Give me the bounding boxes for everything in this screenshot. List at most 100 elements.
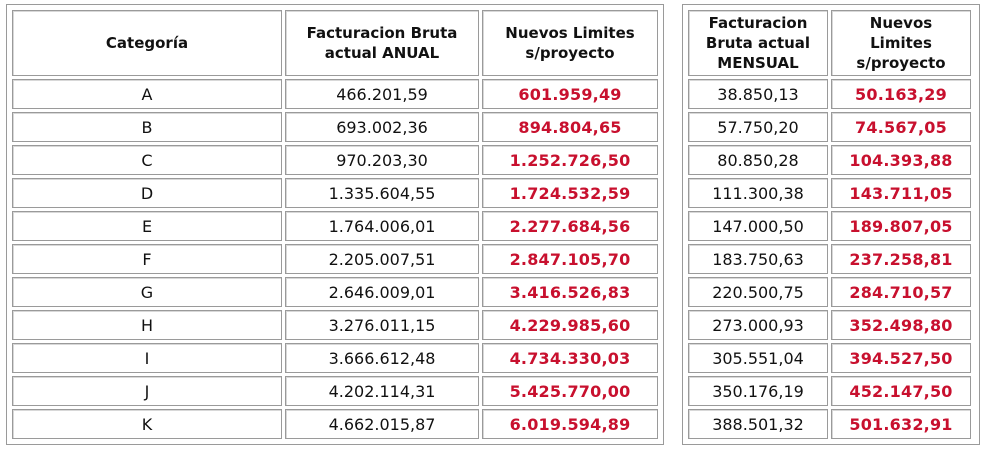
bruta-mensual-cell: 147.000,50 (688, 211, 828, 241)
limite-mensual-cell: 104.393,88 (831, 145, 971, 175)
bruta-mensual-cell: 183.750,63 (688, 244, 828, 274)
table-row: J 4.202.114,31 5.425.770,00 (12, 376, 658, 406)
bruta-mensual-cell: 80.850,28 (688, 145, 828, 175)
anual-grid: Categoría Facturacion Bruta actual ANUAL… (9, 7, 661, 442)
header-bruta-mensual-line2: Bruta actual (705, 34, 811, 52)
bruta-anual-cell: 970.203,30 (285, 145, 479, 175)
limite-mensual-cell: 50.163,29 (831, 79, 971, 109)
bruta-anual-cell: 4.202.114,31 (285, 376, 479, 406)
table-row: 305.551,04 394.527,50 (688, 343, 971, 373)
limite-anual-cell: 4.734.330,03 (482, 343, 658, 373)
bruta-mensual-cell: 38.850,13 (688, 79, 828, 109)
category-cell: G (12, 277, 282, 307)
limite-mensual-cell: 189.807,05 (831, 211, 971, 241)
header-limites-anual: Nuevos Limites s/proyecto (482, 10, 658, 76)
header-limites-mensual-line2: Limites (870, 34, 932, 52)
anual-header-row: Categoría Facturacion Bruta actual ANUAL… (12, 10, 658, 76)
mensual-table: Facturacion Bruta actual MENSUAL Nuevos … (682, 4, 980, 445)
limite-anual-cell: 2.277.684,56 (482, 211, 658, 241)
bruta-anual-cell: 466.201,59 (285, 79, 479, 109)
limite-anual-cell: 894.804,65 (482, 112, 658, 142)
bruta-anual-cell: 693.002,36 (285, 112, 479, 142)
header-bruta-anual-line2: actual ANUAL (324, 44, 440, 62)
bruta-mensual-cell: 350.176,19 (688, 376, 828, 406)
header-bruta-anual: Facturacion Bruta actual ANUAL (285, 10, 479, 76)
table-row: 350.176,19 452.147,50 (688, 376, 971, 406)
category-cell: F (12, 244, 282, 274)
limite-mensual-cell: 352.498,80 (831, 310, 971, 340)
bruta-anual-cell: 3.666.612,48 (285, 343, 479, 373)
bruta-anual-cell: 2.205.007,51 (285, 244, 479, 274)
table-row: 38.850,13 50.163,29 (688, 79, 971, 109)
bruta-mensual-cell: 57.750,20 (688, 112, 828, 142)
table-row: 147.000,50 189.807,05 (688, 211, 971, 241)
table-row: 80.850,28 104.393,88 (688, 145, 971, 175)
bruta-anual-cell: 4.662.015,87 (285, 409, 479, 439)
table-row: 183.750,63 237.258,81 (688, 244, 971, 274)
limite-anual-cell: 4.229.985,60 (482, 310, 658, 340)
mensual-header-row: Facturacion Bruta actual MENSUAL Nuevos … (688, 10, 971, 76)
category-cell: I (12, 343, 282, 373)
header-bruta-mensual-line3: MENSUAL (717, 54, 799, 72)
table-row: G 2.646.009,01 3.416.526,83 (12, 277, 658, 307)
table-row: B 693.002,36 894.804,65 (12, 112, 658, 142)
limite-anual-cell: 1.252.726,50 (482, 145, 658, 175)
bruta-mensual-cell: 305.551,04 (688, 343, 828, 373)
limite-mensual-cell: 284.710,57 (831, 277, 971, 307)
bruta-mensual-cell: 220.500,75 (688, 277, 828, 307)
table-row: E 1.764.006,01 2.277.684,56 (12, 211, 658, 241)
limite-anual-cell: 6.019.594,89 (482, 409, 658, 439)
bruta-anual-cell: 1.335.604,55 (285, 178, 479, 208)
limite-anual-cell: 3.416.526,83 (482, 277, 658, 307)
header-bruta-mensual: Facturacion Bruta actual MENSUAL (688, 10, 828, 76)
category-cell: A (12, 79, 282, 109)
category-cell: J (12, 376, 282, 406)
anual-table: Categoría Facturacion Bruta actual ANUAL… (6, 4, 664, 445)
table-row: C 970.203,30 1.252.726,50 (12, 145, 658, 175)
bruta-anual-cell: 2.646.009,01 (285, 277, 479, 307)
bruta-mensual-cell: 111.300,38 (688, 178, 828, 208)
limite-mensual-cell: 74.567,05 (831, 112, 971, 142)
header-limites-mensual-line3: s/proyecto (856, 54, 946, 72)
bruta-anual-cell: 1.764.006,01 (285, 211, 479, 241)
bruta-anual-cell: 3.276.011,15 (285, 310, 479, 340)
table-row: A 466.201,59 601.959,49 (12, 79, 658, 109)
table-row: 273.000,93 352.498,80 (688, 310, 971, 340)
limite-mensual-cell: 394.527,50 (831, 343, 971, 373)
anual-body: A 466.201,59 601.959,49 B 693.002,36 894.804,… (12, 79, 658, 439)
bruta-mensual-cell: 273.000,93 (688, 310, 828, 340)
mensual-body: 38.850,13 50.163,29 57.750,20 74.567,05 80.8… (688, 79, 971, 439)
table-row: K 4.662.015,87 6.019.594,89 (12, 409, 658, 439)
limite-mensual-cell: 501.632,91 (831, 409, 971, 439)
header-limites-mensual-line1: Nuevos (869, 14, 933, 32)
limite-anual-cell: 1.724.532,59 (482, 178, 658, 208)
limite-mensual-cell: 452.147,50 (831, 376, 971, 406)
header-categoria-text: Categoría (105, 34, 189, 52)
category-cell: B (12, 112, 282, 142)
table-row: 220.500,75 284.710,57 (688, 277, 971, 307)
table-row: D 1.335.604,55 1.724.532,59 (12, 178, 658, 208)
table-row: 57.750,20 74.567,05 (688, 112, 971, 142)
limite-mensual-cell: 237.258,81 (831, 244, 971, 274)
header-bruta-anual-line1: Facturacion Bruta (306, 24, 458, 42)
category-cell: H (12, 310, 282, 340)
limite-anual-cell: 601.959,49 (482, 79, 658, 109)
table-row: 111.300,38 143.711,05 (688, 178, 971, 208)
bruta-mensual-cell: 388.501,32 (688, 409, 828, 439)
table-row: 388.501,32 501.632,91 (688, 409, 971, 439)
category-cell: C (12, 145, 282, 175)
header-bruta-mensual-line1: Facturacion (708, 14, 808, 32)
table-row: I 3.666.612,48 4.734.330,03 (12, 343, 658, 373)
table-row: F 2.205.007,51 2.847.105,70 (12, 244, 658, 274)
limite-anual-cell: 5.425.770,00 (482, 376, 658, 406)
mensual-grid: Facturacion Bruta actual MENSUAL Nuevos … (685, 7, 974, 442)
category-cell: K (12, 409, 282, 439)
header-limites-mensual: Nuevos Limites s/proyecto (831, 10, 971, 76)
table-separator (670, 4, 678, 446)
category-cell: D (12, 178, 282, 208)
limite-anual-cell: 2.847.105,70 (482, 244, 658, 274)
header-limites-anual-line1: Nuevos Limites (505, 24, 635, 42)
limite-mensual-cell: 143.711,05 (831, 178, 971, 208)
header-limites-anual-line2: s/proyecto (525, 44, 615, 62)
header-categoria: Categoría (12, 10, 282, 76)
